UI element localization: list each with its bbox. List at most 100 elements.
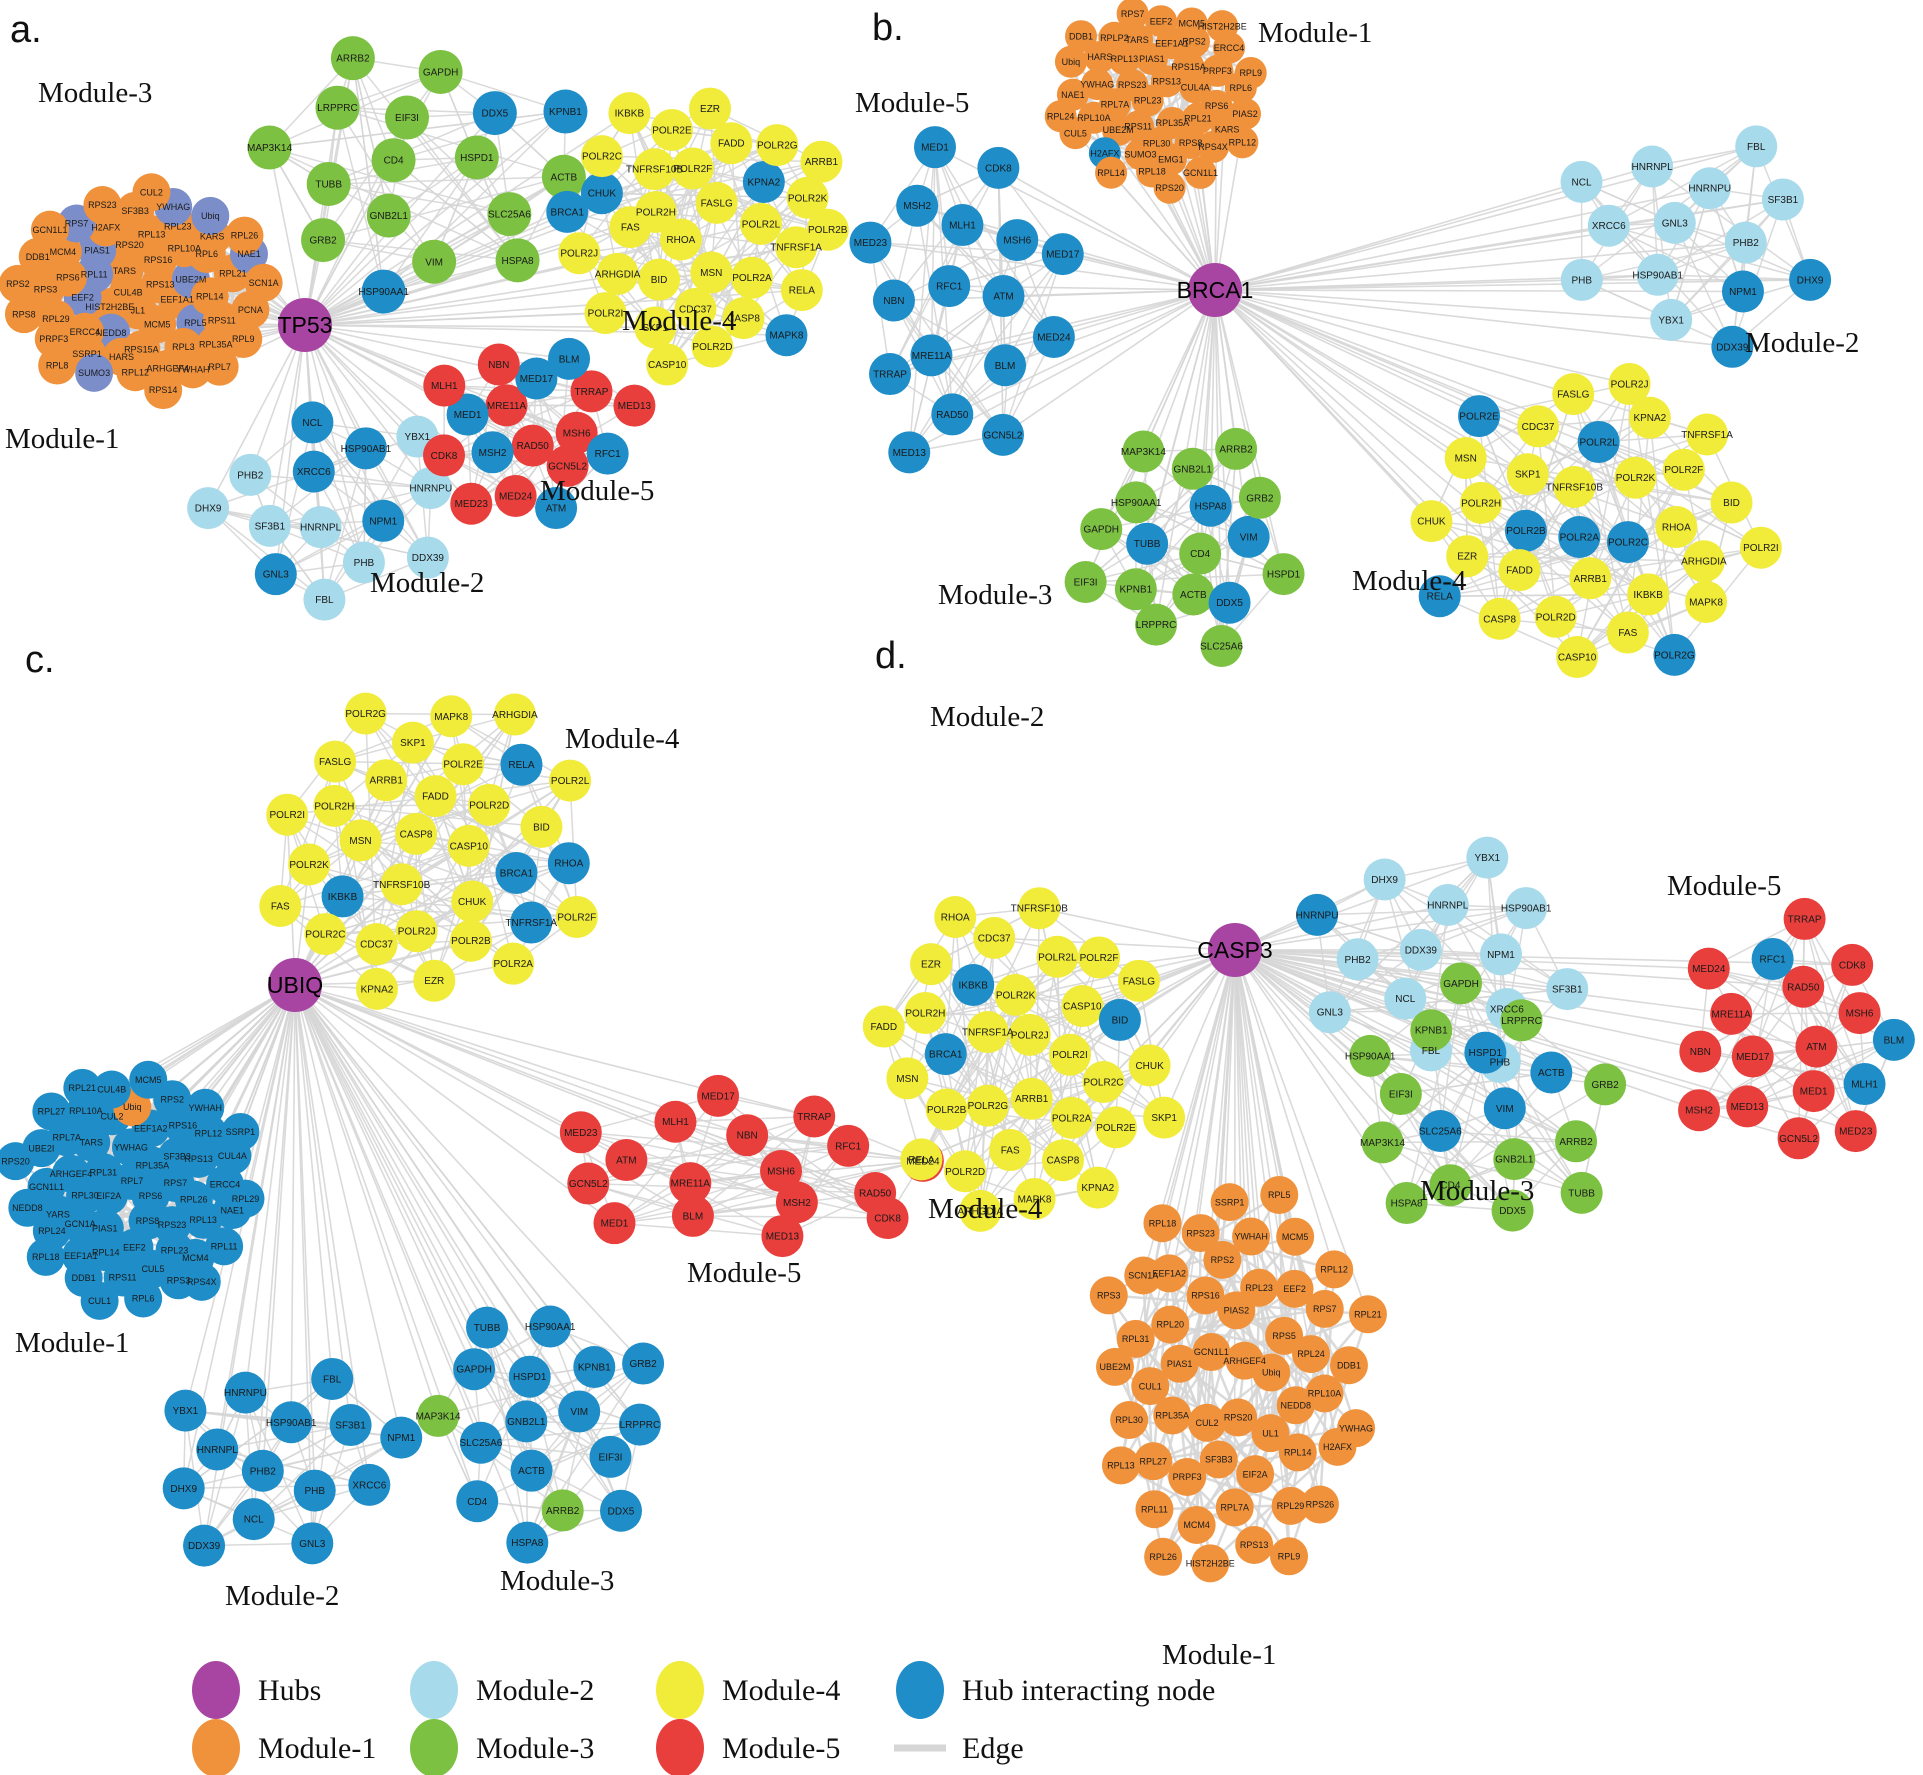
node-MSH2[interactable] — [896, 184, 939, 227]
node-TNFRSF10B[interactable] — [1553, 466, 1596, 509]
node-KPNB1[interactable] — [543, 89, 588, 134]
node-VIM[interactable] — [1483, 1087, 1526, 1130]
node-PRPF3[interactable] — [1168, 1457, 1207, 1496]
node-RHOA[interactable] — [1655, 506, 1698, 549]
node-MSH6[interactable] — [996, 219, 1039, 262]
node-DDB1[interactable] — [1329, 1346, 1368, 1385]
node-MRE11A[interactable] — [669, 1162, 712, 1205]
node-NCL[interactable] — [1560, 160, 1603, 203]
node-TRRAP[interactable] — [869, 353, 912, 396]
node-DHX9[interactable] — [1363, 858, 1406, 901]
node-MED23[interactable] — [849, 221, 892, 264]
node-RPS4X[interactable] — [1197, 130, 1230, 163]
node-BLM[interactable] — [671, 1194, 714, 1237]
node-PIAS1[interactable] — [1160, 1344, 1199, 1383]
node-POLR2J[interactable] — [395, 910, 438, 953]
node-DDX5[interactable] — [1491, 1189, 1534, 1232]
node-CHUK[interactable] — [1410, 500, 1453, 543]
node-NCL[interactable] — [1384, 977, 1427, 1020]
node-POLR2L[interactable] — [1577, 420, 1620, 463]
node-POLR2E[interactable] — [650, 109, 693, 152]
node-GNL3[interactable] — [254, 553, 297, 596]
node-BID[interactable] — [638, 258, 681, 301]
node-RPS7[interactable] — [1116, 0, 1149, 30]
node-RFC1[interactable] — [1751, 937, 1794, 980]
node-FAS[interactable] — [989, 1129, 1032, 1172]
node-XRCC6[interactable] — [1587, 204, 1630, 247]
node-RPL20[interactable] — [1151, 1305, 1190, 1344]
node-ARRB1[interactable] — [1010, 1077, 1053, 1120]
node-Ubiq[interactable] — [1054, 45, 1087, 78]
node-GRB2[interactable] — [301, 218, 346, 263]
node-RPL12[interactable] — [116, 353, 155, 392]
node-HSPD1[interactable] — [1262, 553, 1305, 596]
node-GCN1L1[interactable] — [30, 210, 69, 249]
node-RELA[interactable] — [780, 269, 823, 312]
node-HSP90AA1[interactable] — [1115, 481, 1158, 524]
node-RPL12[interactable] — [1315, 1250, 1354, 1289]
node-SCN1A[interactable] — [1124, 1256, 1163, 1295]
node-POLR2K[interactable] — [288, 843, 331, 886]
node-RPL9[interactable] — [1270, 1537, 1309, 1576]
node-RFC1[interactable] — [586, 432, 629, 475]
node-RPS4X[interactable] — [182, 1262, 221, 1301]
node-SF3B1[interactable] — [329, 1404, 372, 1447]
node-LRPPRC[interactable] — [1500, 999, 1543, 1042]
node-BRCA1[interactable] — [495, 851, 538, 894]
node-SF3B1[interactable] — [1546, 968, 1589, 1011]
node-CASP10[interactable] — [646, 343, 689, 386]
node-CASP10[interactable] — [447, 824, 490, 867]
node-MED24[interactable] — [1032, 316, 1075, 359]
hub-node-CASP3[interactable] — [1208, 923, 1262, 977]
node-HNRNPL[interactable] — [299, 506, 342, 549]
node-RPL7A[interactable] — [1215, 1488, 1254, 1527]
node-ACTB[interactable] — [1172, 573, 1215, 616]
node-LRPPRC[interactable] — [315, 85, 360, 130]
node-CDK8[interactable] — [1831, 943, 1874, 986]
node-POLR2J[interactable] — [1008, 1013, 1051, 1056]
node-RPL21[interactable] — [1348, 1295, 1387, 1334]
node-CASP8[interactable] — [722, 297, 765, 340]
node-POLR2D[interactable] — [691, 325, 734, 368]
node-SKP1[interactable] — [1506, 453, 1549, 496]
node-NCL[interactable] — [291, 401, 334, 444]
node-POLR2B[interactable] — [1504, 509, 1547, 552]
node-SSRP1[interactable] — [1210, 1183, 1249, 1222]
node-MLH1[interactable] — [654, 1100, 697, 1143]
node-POLR2A[interactable] — [1050, 1096, 1093, 1139]
node-POLR2K[interactable] — [994, 973, 1037, 1016]
node-POLR2G[interactable] — [966, 1084, 1009, 1127]
node-FBL[interactable] — [303, 578, 346, 621]
node-HSPD1[interactable] — [454, 135, 499, 180]
node-NEDD8[interactable] — [1276, 1386, 1315, 1425]
node-EZR[interactable] — [1446, 535, 1489, 578]
node-FADD[interactable] — [1498, 549, 1541, 592]
node-HSP90AA1[interactable] — [1349, 1034, 1392, 1077]
node-RPL29[interactable] — [1271, 1486, 1310, 1525]
node-HIST2H2BE[interactable] — [1206, 10, 1239, 43]
node-DDX5[interactable] — [1208, 581, 1251, 624]
node-RPL27[interactable] — [32, 1092, 71, 1131]
node-RPL35A[interactable] — [1153, 1396, 1192, 1435]
node-HNRNPL[interactable] — [1426, 884, 1469, 927]
node-POLR2L[interactable] — [739, 202, 782, 245]
node-POLR2B[interactable] — [806, 208, 849, 251]
node-POLR2D[interactable] — [468, 783, 511, 826]
node-MED17[interactable] — [515, 357, 558, 400]
node-CD4[interactable] — [456, 1480, 499, 1523]
node-DDX39[interactable] — [1711, 325, 1754, 368]
node-MSH2[interactable] — [471, 431, 514, 474]
node-MED13[interactable] — [888, 431, 931, 474]
node-RPS13[interactable] — [1235, 1525, 1274, 1564]
node-NCL[interactable] — [232, 1498, 275, 1541]
node-RAD50[interactable] — [931, 393, 974, 436]
node-DDX39[interactable] — [406, 536, 449, 579]
node-GCN5L2[interactable] — [546, 444, 589, 487]
node-MAPK8[interactable] — [430, 695, 473, 738]
node-CDC37[interactable] — [973, 916, 1016, 959]
node-FASLG[interactable] — [1117, 959, 1160, 1002]
node-SLC25A6[interactable] — [487, 192, 532, 237]
node-NBN[interactable] — [872, 279, 915, 322]
node-CD4[interactable] — [371, 138, 416, 183]
node-MED13[interactable] — [1726, 1085, 1769, 1128]
